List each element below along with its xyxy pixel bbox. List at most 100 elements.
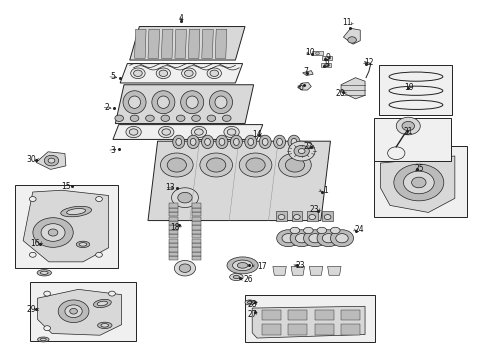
- Bar: [262, 310, 281, 320]
- Ellipse shape: [79, 243, 87, 246]
- Circle shape: [412, 177, 426, 188]
- Ellipse shape: [186, 96, 198, 108]
- Ellipse shape: [61, 206, 92, 217]
- Circle shape: [294, 215, 300, 220]
- Ellipse shape: [233, 275, 240, 279]
- Bar: [262, 324, 281, 334]
- Circle shape: [58, 300, 89, 323]
- Polygon shape: [148, 141, 330, 221]
- Circle shape: [174, 260, 196, 276]
- Circle shape: [126, 126, 141, 138]
- Ellipse shape: [245, 135, 257, 149]
- Circle shape: [403, 171, 434, 194]
- Circle shape: [394, 164, 444, 201]
- Ellipse shape: [230, 274, 243, 280]
- Text: 23: 23: [310, 205, 319, 214]
- Circle shape: [195, 129, 203, 135]
- Bar: [192, 216, 201, 221]
- Circle shape: [115, 115, 123, 121]
- Circle shape: [156, 68, 171, 78]
- Circle shape: [222, 115, 231, 121]
- Ellipse shape: [247, 301, 252, 303]
- Bar: [315, 324, 334, 334]
- Ellipse shape: [94, 300, 111, 307]
- Circle shape: [192, 115, 200, 121]
- Circle shape: [109, 291, 115, 296]
- Bar: [341, 324, 360, 334]
- Text: 6: 6: [298, 83, 303, 92]
- Bar: [307, 211, 318, 221]
- Polygon shape: [215, 30, 227, 58]
- Ellipse shape: [173, 135, 185, 149]
- Circle shape: [239, 153, 272, 177]
- Text: 28: 28: [248, 300, 257, 309]
- Text: 30: 30: [26, 155, 36, 164]
- Ellipse shape: [176, 138, 182, 145]
- Text: 22: 22: [304, 141, 313, 150]
- Circle shape: [325, 57, 329, 59]
- Ellipse shape: [41, 271, 48, 274]
- Bar: [192, 239, 201, 243]
- Circle shape: [41, 224, 65, 241]
- Ellipse shape: [205, 138, 210, 145]
- Ellipse shape: [76, 241, 90, 248]
- Circle shape: [29, 197, 36, 202]
- Circle shape: [131, 68, 145, 78]
- Circle shape: [336, 234, 348, 243]
- Ellipse shape: [201, 135, 214, 149]
- Bar: [169, 243, 178, 247]
- Ellipse shape: [248, 138, 254, 145]
- Ellipse shape: [227, 257, 258, 274]
- Text: 29: 29: [26, 305, 36, 314]
- Ellipse shape: [101, 324, 109, 327]
- Ellipse shape: [181, 91, 204, 114]
- Polygon shape: [303, 71, 313, 76]
- Circle shape: [182, 68, 196, 78]
- Circle shape: [279, 153, 311, 177]
- Bar: [30, 282, 137, 341]
- Text: 4: 4: [179, 14, 184, 23]
- Polygon shape: [36, 152, 66, 170]
- Circle shape: [285, 158, 305, 172]
- Circle shape: [330, 230, 353, 247]
- Text: 8: 8: [324, 60, 329, 69]
- Circle shape: [294, 145, 309, 157]
- Circle shape: [207, 68, 221, 78]
- Circle shape: [44, 291, 50, 296]
- Circle shape: [277, 230, 300, 247]
- Circle shape: [290, 230, 313, 247]
- Text: 5: 5: [111, 72, 115, 81]
- Ellipse shape: [209, 91, 233, 114]
- Ellipse shape: [233, 138, 239, 145]
- Circle shape: [167, 158, 186, 172]
- Ellipse shape: [187, 135, 199, 149]
- Circle shape: [191, 126, 207, 138]
- Bar: [192, 208, 201, 212]
- Circle shape: [130, 115, 139, 121]
- Bar: [322, 56, 332, 60]
- Ellipse shape: [37, 270, 51, 276]
- Circle shape: [224, 126, 239, 138]
- Circle shape: [161, 153, 193, 177]
- Text: 26: 26: [243, 275, 253, 284]
- Text: 15: 15: [62, 182, 71, 191]
- Circle shape: [162, 129, 171, 135]
- Ellipse shape: [233, 260, 253, 271]
- Polygon shape: [328, 266, 341, 275]
- Polygon shape: [291, 266, 305, 275]
- Ellipse shape: [273, 135, 286, 149]
- Bar: [315, 310, 334, 320]
- Circle shape: [278, 215, 285, 220]
- Ellipse shape: [38, 337, 49, 342]
- Polygon shape: [120, 64, 243, 83]
- Polygon shape: [113, 125, 263, 139]
- Circle shape: [161, 115, 170, 121]
- Bar: [288, 310, 307, 320]
- Circle shape: [207, 115, 216, 121]
- Circle shape: [200, 153, 233, 177]
- Circle shape: [288, 141, 315, 161]
- Circle shape: [48, 229, 58, 236]
- Bar: [245, 294, 375, 342]
- Polygon shape: [380, 156, 455, 212]
- Text: 17: 17: [257, 262, 267, 271]
